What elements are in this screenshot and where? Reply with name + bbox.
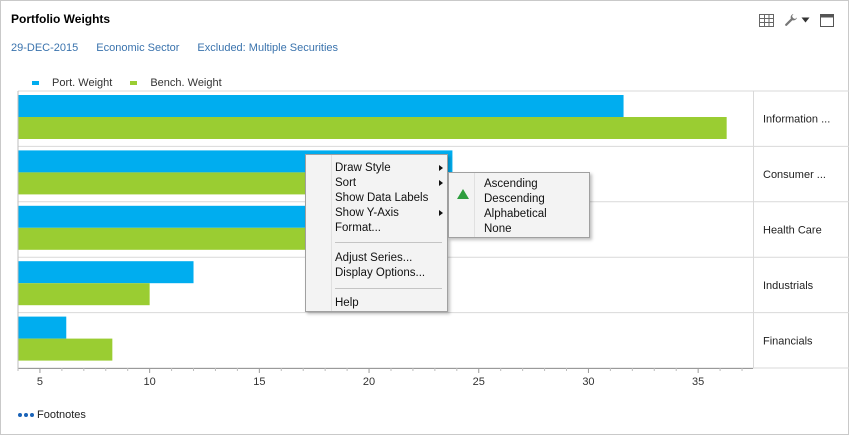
menu-item-adjust-series[interactable]: Adjust Series... bbox=[335, 251, 445, 266]
menu-item-label: Display Options... bbox=[335, 267, 426, 279]
footnotes-link[interactable]: Footnotes bbox=[18, 409, 86, 421]
x-tick-label: 10 bbox=[144, 376, 156, 388]
menu-item-label: Format... bbox=[335, 222, 382, 234]
grouping-link[interactable]: Economic Sector bbox=[96, 42, 180, 54]
as-of-date-link[interactable]: 29-DEC-2015 bbox=[11, 42, 79, 54]
menu-item-show-y-axis[interactable]: Show Y-Axis bbox=[335, 206, 445, 221]
x-tick-label: 5 bbox=[37, 376, 43, 388]
x-tick-label: 35 bbox=[692, 376, 704, 388]
sort-option-ascending[interactable]: Ascending bbox=[484, 178, 538, 190]
menu-item-label: Show Data Labels bbox=[335, 192, 429, 204]
legend-label-port: Port. Weight bbox=[52, 77, 113, 89]
x-tick-label: 15 bbox=[253, 376, 265, 388]
excluded-securities-link[interactable]: Excluded: Multiple Securities bbox=[197, 42, 339, 54]
menu-item-sort[interactable]: Sort bbox=[335, 176, 445, 191]
category-label: Consumer ... bbox=[763, 169, 826, 181]
context-menu-gutter bbox=[306, 155, 332, 311]
panel-toolbar bbox=[759, 13, 834, 27]
x-tick-label: 25 bbox=[473, 376, 485, 388]
menu-item-label: Sort bbox=[335, 177, 357, 189]
chart-legend: Port. Weight Bench. Weight bbox=[32, 77, 222, 89]
menu-item-label: Adjust Series... bbox=[335, 252, 413, 264]
menu-item-format[interactable]: Format... bbox=[335, 221, 445, 236]
x-tick-label: 20 bbox=[363, 376, 375, 388]
menu-item-label: Draw Style bbox=[335, 162, 391, 174]
submenu-arrow-icon bbox=[439, 180, 443, 186]
bar-bench-4[interactable] bbox=[18, 338, 113, 361]
bar-port-2[interactable] bbox=[18, 205, 319, 228]
footnotes-label: Footnotes bbox=[37, 409, 86, 421]
sort-option-none[interactable]: None bbox=[484, 223, 512, 235]
submenu-arrow-icon bbox=[439, 210, 443, 216]
menu-separator bbox=[335, 288, 442, 289]
bar-bench-3[interactable] bbox=[18, 283, 150, 306]
submenu-arrow-icon bbox=[439, 165, 443, 171]
grid-icon[interactable] bbox=[759, 13, 774, 27]
menu-item-help[interactable]: Help bbox=[335, 296, 445, 311]
panel-title: Portfolio Weights bbox=[11, 12, 111, 26]
maximize-icon[interactable] bbox=[820, 13, 834, 27]
wrench-icon bbox=[785, 14, 797, 26]
dropdown-icon bbox=[801, 17, 810, 23]
category-label: Health Care bbox=[763, 225, 822, 237]
category-label: Financials bbox=[763, 335, 813, 347]
sort-option-alphabetical[interactable]: Alphabetical bbox=[484, 208, 547, 220]
sort-selected-icon bbox=[457, 189, 469, 199]
x-tick-label: 30 bbox=[582, 376, 594, 388]
submenu-gutter bbox=[449, 173, 475, 237]
ellipsis-icon bbox=[18, 413, 34, 417]
bar-bench-0[interactable] bbox=[18, 117, 727, 139]
menu-item-show-data-labels[interactable]: Show Data Labels bbox=[335, 191, 445, 206]
legend-item-port[interactable]: Port. Weight bbox=[32, 77, 112, 89]
sort-submenu: Ascending Descending Alphabetical None bbox=[448, 172, 590, 238]
settings-menu-button[interactable] bbox=[784, 13, 810, 27]
bar-port-0[interactable] bbox=[18, 95, 624, 117]
legend-swatch-bench bbox=[130, 81, 138, 85]
legend-swatch-port bbox=[32, 81, 39, 85]
legend-item-bench[interactable]: Bench. Weight bbox=[130, 77, 222, 89]
sort-option-descending[interactable]: Descending bbox=[484, 193, 545, 205]
legend-label-bench: Bench. Weight bbox=[150, 77, 222, 89]
menu-separator bbox=[335, 242, 442, 243]
menu-item-label: Show Y-Axis bbox=[335, 207, 399, 219]
bar-port-3[interactable] bbox=[18, 261, 194, 284]
bar-port-4[interactable] bbox=[18, 316, 67, 339]
context-menu: Draw Style Sort Show Data Labels Show Y-… bbox=[305, 154, 448, 312]
bar-bench-2[interactable] bbox=[18, 227, 319, 250]
menu-item-label: Help bbox=[335, 297, 359, 309]
category-label: Information ... bbox=[763, 114, 830, 126]
menu-item-draw-style[interactable]: Draw Style bbox=[335, 161, 445, 176]
menu-item-display-options[interactable]: Display Options... bbox=[335, 266, 445, 281]
report-info-line: 29-DEC-2015 Economic Sector Excluded: Mu… bbox=[11, 42, 338, 54]
category-label: Industrials bbox=[763, 280, 814, 292]
bar-bench-1[interactable] bbox=[18, 172, 319, 195]
